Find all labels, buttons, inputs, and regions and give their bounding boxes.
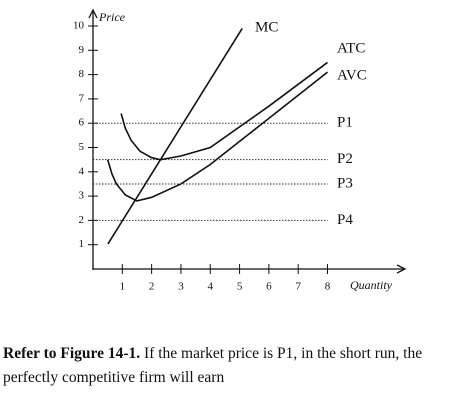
x-tick-label: 4: [208, 281, 214, 293]
y-tick-label: 8: [79, 68, 85, 80]
x-tick-label: 1: [120, 281, 126, 293]
price-label: P1: [337, 115, 353, 131]
y-tick-label: 9: [79, 44, 85, 56]
x-tick-label: 8: [325, 281, 331, 293]
curve: [106, 71, 328, 202]
x-tick-label: 3: [178, 281, 184, 293]
y-tick-label: 4: [79, 165, 85, 177]
y-tick-label: 1: [79, 238, 85, 250]
x-tick-label: 7: [295, 281, 301, 293]
y-axis-arrow: [88, 8, 98, 19]
curve: [107, 28, 243, 245]
y-tick-label: 7: [79, 92, 85, 104]
x-tick-label: 5: [237, 281, 243, 293]
y-tick-label: 5: [79, 141, 85, 153]
price-label: P2: [337, 151, 353, 167]
question-text: If the market price is P1, in the short …: [3, 345, 423, 386]
curve-label: MC: [255, 19, 278, 35]
y-tick-label: 10: [73, 20, 85, 32]
y-axis-label: Price: [98, 10, 126, 24]
x-axis-label: Quantity: [350, 278, 393, 292]
question: Refer to Figure 14-1. If the market pric…: [3, 342, 469, 390]
price-label: P4: [337, 212, 353, 228]
x-tick-label: 6: [266, 281, 272, 293]
curve-label: AVC: [337, 67, 367, 83]
chart: Price Quantity 1 2 3 4 5 6 7 8 9 10 1 2 3 4 5 6 7 8 P1 P2 P3 P4…: [73, 8, 407, 293]
price-label: P3: [337, 175, 353, 191]
y-tick-label: 3: [79, 190, 85, 202]
x-tick-label: 2: [149, 281, 155, 293]
y-tick-label: 2: [79, 214, 85, 226]
curve-label: ATC: [337, 40, 365, 56]
question-lead: Refer to Figure 14-1.: [3, 345, 141, 362]
x-axis-arrow: [396, 264, 407, 274]
y-tick-label: 6: [79, 117, 85, 129]
curve: [120, 61, 328, 161]
